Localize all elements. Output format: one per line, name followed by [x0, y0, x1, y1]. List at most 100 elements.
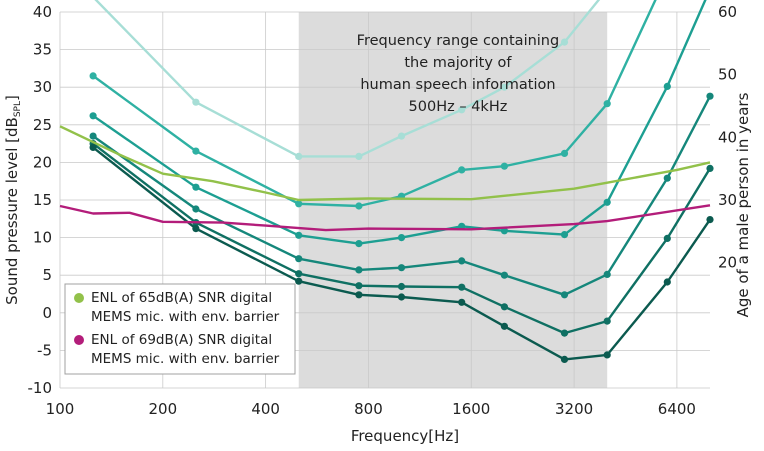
speech-range-label-line: human speech information	[360, 77, 555, 93]
y-tick-label: 0	[42, 304, 52, 322]
data-point	[500, 83, 508, 91]
axis-title-layer: Frequency[Hz] Sound pressure level [dBSP…	[3, 92, 752, 445]
y-tick-label: -5	[37, 341, 52, 359]
tick-layer: -10 -5 0 5 10 15 20 25 30 35 40 100 200 400 800 1600 320…	[28, 3, 738, 418]
data-point	[355, 282, 363, 290]
series-line-7	[59, 125, 711, 202]
data-point	[458, 257, 466, 265]
data-point	[706, 216, 714, 224]
legend-label-line: ENL of 65dB(A) SNR digital	[91, 290, 272, 306]
y-tick-label: 25	[33, 116, 52, 134]
y-tick-label: 40	[33, 3, 52, 21]
data-point	[560, 231, 569, 239]
data-point	[192, 98, 200, 106]
x-tick-label: 1600	[452, 400, 490, 418]
x-tick-label: 400	[251, 400, 280, 418]
y-axis-title-base: Sound pressure level [dB	[3, 117, 21, 305]
speech-range-label-line: Frequency range containing	[357, 33, 560, 49]
data-point	[295, 231, 303, 239]
legend-label-line: MEMS mic. with env. barrier	[91, 351, 280, 367]
data-point	[397, 293, 406, 301]
data-point	[397, 234, 406, 242]
legend-box	[64, 283, 296, 375]
data-point	[192, 205, 200, 213]
y-tick-label: 15	[33, 191, 52, 209]
y-tick-label: -10	[28, 379, 53, 397]
data-point	[663, 174, 671, 182]
data-point	[706, 92, 714, 100]
y-axis-title-subscript: SPL	[13, 101, 23, 117]
data-point	[663, 234, 671, 242]
legend-label-line: ENL of 69dB(A) SNR digital	[91, 332, 272, 348]
y-tick-label: 20	[33, 153, 52, 171]
data-point	[500, 322, 508, 330]
data-point	[192, 225, 200, 233]
y-tick-label: 30	[33, 78, 52, 96]
x-axis-title: Frequency[Hz]	[351, 427, 459, 445]
data-point	[603, 317, 611, 325]
data-point	[458, 283, 466, 291]
data-point	[295, 200, 303, 208]
data-point	[295, 152, 303, 160]
data-point	[89, 72, 97, 80]
data-point	[500, 227, 508, 235]
data-point	[500, 271, 508, 279]
series-layer	[59, 0, 714, 363]
y2-tick-label: 60	[718, 3, 737, 21]
x-tick-label: 3200	[555, 400, 593, 418]
data-point	[663, 278, 671, 286]
data-point	[560, 291, 569, 299]
data-point	[355, 291, 363, 299]
x-tick-label: 800	[354, 400, 383, 418]
data-point	[500, 303, 508, 311]
legend: ENL of 65dB(A) SNR digital MEMS mic. with…	[64, 283, 296, 375]
data-point	[89, 112, 97, 120]
legend-marker	[74, 293, 84, 303]
legend-label-line: MEMS mic. with env. barrier	[91, 309, 280, 325]
data-point	[560, 38, 569, 46]
data-point	[89, 143, 97, 151]
data-point	[89, 132, 97, 140]
y-tick-label: 10	[33, 229, 52, 247]
data-point	[355, 202, 363, 210]
data-point	[397, 132, 406, 140]
data-point	[603, 351, 611, 359]
data-point	[397, 264, 406, 272]
data-point	[295, 277, 303, 285]
y2-tick-label: 50	[718, 66, 737, 84]
series-line-8	[59, 204, 711, 232]
data-point	[603, 198, 611, 206]
data-point	[560, 329, 569, 337]
y-tick-label: 5	[42, 266, 52, 284]
data-point	[663, 82, 671, 90]
y-axis-title: Sound pressure level [dBSPL]	[3, 95, 23, 305]
data-point	[603, 100, 611, 108]
data-point	[355, 266, 363, 274]
speech-range-label-line: the majority of	[404, 55, 512, 71]
legend-marker	[74, 335, 84, 345]
data-point	[355, 240, 363, 248]
speech-range-label-line: 500Hz – 4kHz	[409, 99, 508, 115]
data-point	[458, 106, 466, 114]
y2-tick-label: 40	[718, 128, 737, 146]
data-point	[706, 164, 714, 172]
data-point	[397, 282, 406, 291]
y-axis-title-end: ]	[3, 95, 21, 101]
annotation-layer: Frequency range containing the majority o…	[357, 33, 560, 115]
data-point	[458, 166, 466, 174]
data-point	[192, 147, 200, 155]
y-tick-label: 35	[33, 41, 52, 59]
y2-axis-title: Age of a male person in years	[734, 92, 752, 317]
x-tick-label: 6400	[658, 400, 696, 418]
data-point	[192, 183, 200, 191]
x-tick-label: 200	[148, 400, 177, 418]
data-point	[603, 270, 611, 278]
data-point	[458, 298, 466, 306]
data-point	[355, 152, 363, 160]
y2-tick-label: 20	[718, 254, 737, 272]
data-point	[295, 255, 303, 263]
data-point	[500, 162, 508, 170]
data-point	[295, 270, 303, 278]
